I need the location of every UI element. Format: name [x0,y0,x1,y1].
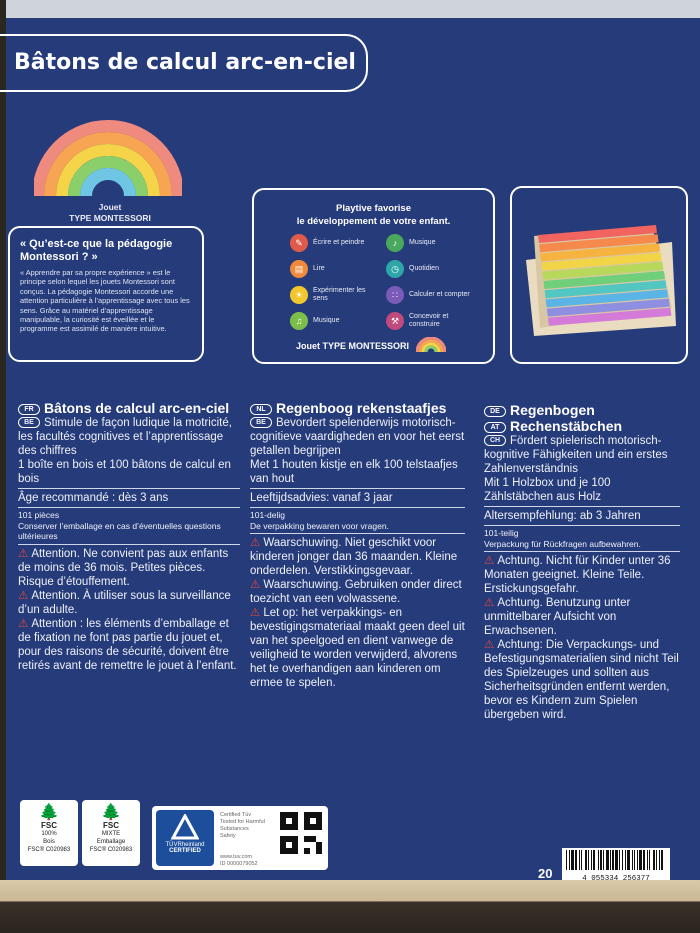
barcode-bar [603,850,604,870]
benefit-label: Musique [409,239,436,246]
french-title: Bâtons de calcul arc-en-ciel [44,400,230,416]
barcode-bar [659,850,660,870]
benefit-item: ♪ Musique [386,234,476,252]
product-photo-panel [510,186,688,364]
book-icon: ▤ [290,260,308,278]
guitar-icon: ♪ [386,234,404,252]
barcode-bar [575,850,577,870]
music-icon: ♫ [290,312,308,330]
counting-stick [543,271,665,289]
counting-stick [546,298,670,317]
barcode-bar [643,850,645,870]
tree-check-icon: 🌲 [101,804,121,821]
barcode-bar [566,850,567,870]
fsc-100-logo: 🌲 FSC 100% Bois FSC® C020983 [20,800,78,866]
benefit-item: ⚒ Concevoir et construire [386,312,476,330]
pencil-icon: ✎ [290,234,308,252]
barcode-bar [639,850,642,870]
jouet-label: Jouet TYPE MONTESSORI [69,202,151,223]
barcode-bar [569,850,570,870]
barcode-bar [585,850,587,870]
benefit-label: Écrire et peindre [313,239,365,246]
tree-check-icon: 🌲 [39,804,59,821]
barcode-bar [632,850,633,870]
benefit-label: Lire [313,265,325,272]
barcode-bar [606,850,609,870]
barcode-bar [649,850,650,870]
fsc-mixte-logo: 🌲 FSC MIXTE Emballage FSC® C020983 [82,800,140,866]
counting-stick [545,289,669,308]
barcode-bar [588,850,589,870]
barcode-bar [656,850,657,870]
benefit-label: Expérimenter les sens [313,287,366,302]
playtive-heading: Playtive favorise le développement de vo… [296,203,451,227]
barcode-bar [591,850,592,870]
barcode-bars-icon [566,850,663,870]
counting-stick [542,261,664,280]
barcode-bar [619,850,620,870]
barcode-bar [610,850,611,870]
montessori-heading: « Qu’est-ce que la pédagogie Montessori … [20,238,173,263]
barcode-bar [637,850,638,870]
benefit-item: ♫ Musique [290,312,380,330]
barcode-bar [653,850,655,870]
qr-code-icon [280,812,322,854]
clock-icon: ◷ [386,260,404,278]
barcode-bar [598,850,599,870]
tools-icon: ⚒ [386,312,404,330]
french-section: FR Bâtons de calcul arc-en-ciel BE Stimule… [18,400,240,673]
barcode-bar [600,850,602,870]
german-section: DE Regenbogen AT Rechenstäbchen CH Fördert … [484,402,680,722]
playtive-footer: Jouet TYPE MONTESSORI [296,336,447,353]
mini-rainbow-icon [415,336,447,353]
barcode-bar [581,850,582,870]
barcode: 4 055334 256377 [562,848,670,883]
tuv-certification-block: TÜVRheinland CERTIFIED Certified Tüv Tes… [152,806,328,870]
senses-icon: ☀ [290,286,308,304]
tuv-logo: TÜVRheinland CERTIFIED [156,810,214,866]
barcode-bar [647,850,648,870]
benefit-item: ◷ Quotidien [386,260,476,278]
barcode-bar [612,850,614,870]
counting-stick [544,280,667,299]
barcode-bar [571,850,574,870]
tuv-text: Certified Tüv Tested for Harmful Substan… [220,812,265,867]
recycle-mark: 20 [538,866,553,881]
montessori-body: « Apprendre par sa propre expérience » e… [20,268,190,334]
benefit-item: ☀ Expérimenter les sens [290,286,380,304]
triangle-icon [170,812,200,840]
abacus-icon: ∷ [386,286,404,304]
barcode-bar [622,850,623,870]
barcode-bar [627,850,630,870]
counting-stick [538,225,657,243]
barcode-bar [634,850,635,870]
barcode-bar [661,850,663,870]
dutch-title: Regenboog rekenstaafjes [276,400,447,416]
floor-surface [0,880,700,933]
counting-sticks-tray-image [526,225,676,336]
title-banner: Bâtons de calcul arc-en-ciel [0,34,368,92]
barcode-bar [625,850,626,870]
barcode-bar [593,850,595,870]
barcode-bar [615,850,618,870]
benefit-label: Musique [313,317,340,324]
page-title: Bâtons de calcul arc-en-ciel [14,50,356,75]
counting-stick [540,243,661,262]
rainbow-logo-icon [34,120,182,196]
counting-stick [541,252,662,271]
dutch-section: NL Regenboog rekenstaafjes BE Bevordert sp… [250,400,465,690]
benefit-label: Quotidien [409,265,439,272]
playtive-panel: Playtive favorise le développement de vo… [252,188,495,364]
counting-stick [539,234,659,253]
barcode-bar [579,850,580,870]
benefit-item: ∷ Calculer et compter [386,286,476,304]
benefit-item: ✎ Écrire et peindre [290,234,380,252]
counting-stick [547,307,672,326]
benefit-label: Concevoir et construire [409,313,449,328]
benefit-item: ▤ Lire [290,260,380,278]
montessori-panel: « Qu’est-ce que la pédagogie Montessori … [8,226,204,362]
benefit-label: Calculer et compter [409,291,470,298]
